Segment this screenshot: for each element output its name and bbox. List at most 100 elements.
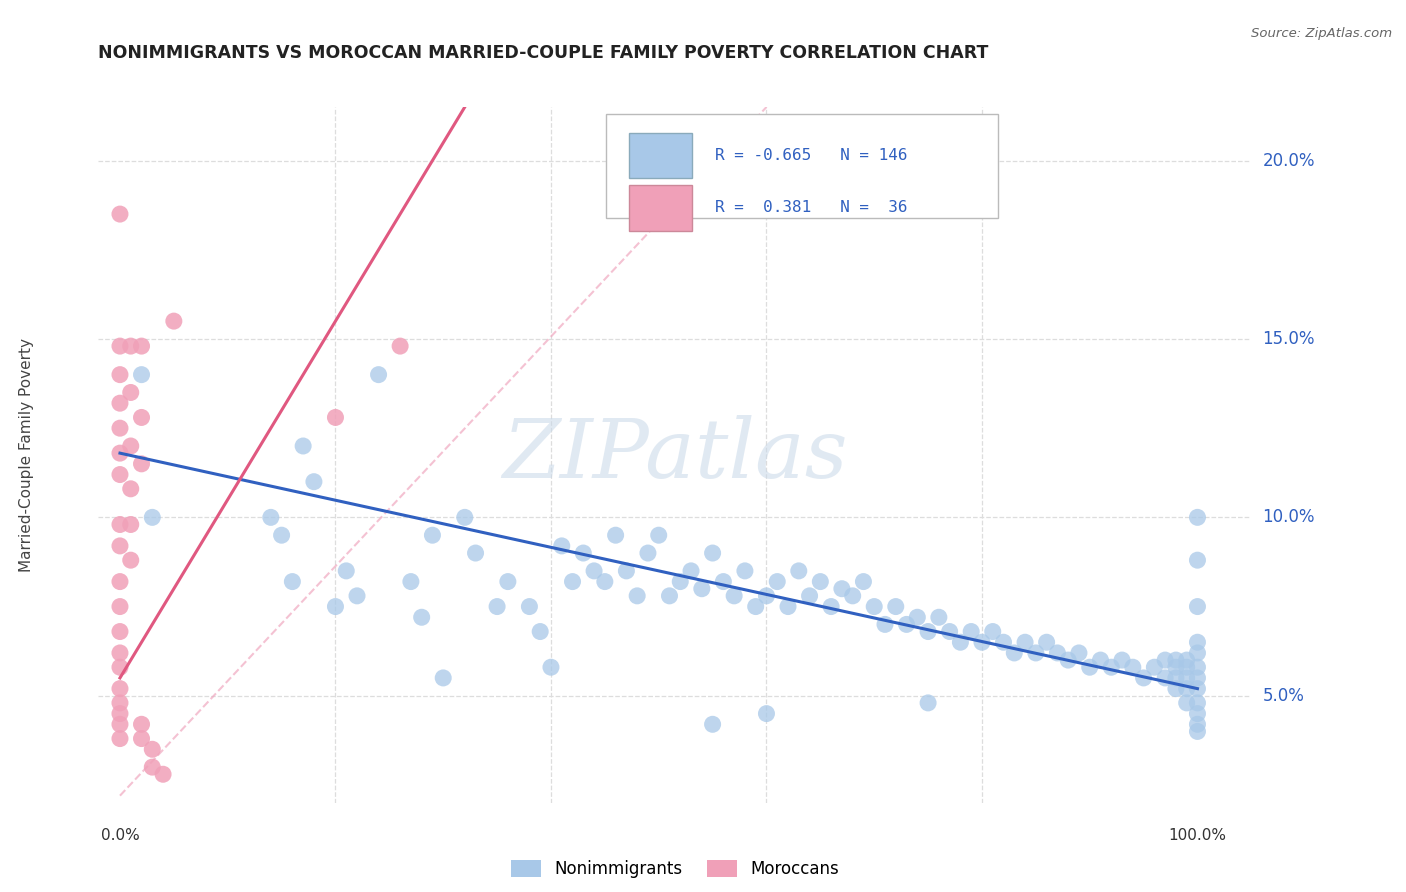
- Point: [292, 439, 315, 453]
- Point: [108, 421, 131, 435]
- Point: [960, 624, 983, 639]
- Point: [690, 582, 713, 596]
- Point: [519, 599, 541, 614]
- Point: [120, 385, 142, 400]
- Point: [108, 539, 131, 553]
- Point: [711, 574, 734, 589]
- Point: [1057, 653, 1080, 667]
- Point: [411, 610, 433, 624]
- Point: [905, 610, 928, 624]
- Point: [120, 482, 142, 496]
- Point: [486, 599, 509, 614]
- Point: [1187, 510, 1209, 524]
- Point: [702, 546, 724, 560]
- Point: [896, 617, 918, 632]
- Point: [637, 546, 659, 560]
- Point: [873, 617, 896, 632]
- Point: [1187, 660, 1209, 674]
- Point: [1164, 671, 1187, 685]
- Point: [120, 339, 142, 353]
- Point: [335, 564, 357, 578]
- Point: [734, 564, 756, 578]
- Point: [1164, 653, 1187, 667]
- Point: [702, 717, 724, 731]
- Point: [281, 574, 304, 589]
- Point: [917, 696, 939, 710]
- Point: [108, 207, 131, 221]
- Point: [776, 599, 799, 614]
- Point: [120, 517, 142, 532]
- Point: [325, 599, 347, 614]
- Point: [131, 457, 153, 471]
- Point: [108, 646, 131, 660]
- Point: [120, 439, 142, 453]
- FancyBboxPatch shape: [628, 133, 692, 178]
- Point: [1154, 671, 1177, 685]
- Point: [551, 539, 574, 553]
- Point: [593, 574, 616, 589]
- Point: [108, 731, 131, 746]
- Point: [1164, 660, 1187, 674]
- Point: [141, 510, 163, 524]
- Point: [454, 510, 477, 524]
- Point: [399, 574, 422, 589]
- Point: [841, 589, 863, 603]
- Point: [616, 564, 638, 578]
- Point: [1175, 696, 1198, 710]
- Point: [464, 546, 486, 560]
- Text: Source: ZipAtlas.com: Source: ZipAtlas.com: [1251, 27, 1392, 40]
- Point: [831, 582, 853, 596]
- Point: [863, 599, 886, 614]
- Point: [108, 467, 131, 482]
- Text: ZIPatlas: ZIPatlas: [502, 415, 848, 495]
- Point: [669, 574, 692, 589]
- Point: [120, 553, 142, 567]
- Point: [981, 624, 1004, 639]
- Point: [389, 339, 412, 353]
- Point: [938, 624, 960, 639]
- Point: [626, 589, 648, 603]
- Point: [141, 742, 163, 756]
- Point: [108, 696, 131, 710]
- Point: [529, 624, 551, 639]
- Point: [163, 314, 186, 328]
- Point: [131, 717, 153, 731]
- Point: [1078, 660, 1101, 674]
- Point: [1187, 681, 1209, 696]
- Point: [422, 528, 444, 542]
- Text: 100.0%: 100.0%: [1168, 828, 1226, 843]
- Point: [141, 760, 163, 774]
- Point: [799, 589, 821, 603]
- Text: R =  0.381   N =  36: R = 0.381 N = 36: [716, 201, 908, 216]
- Point: [755, 706, 778, 721]
- Point: [1143, 660, 1166, 674]
- Point: [605, 528, 627, 542]
- Point: [108, 624, 131, 639]
- Point: [1164, 681, 1187, 696]
- Point: [260, 510, 283, 524]
- Point: [808, 574, 831, 589]
- Point: [108, 681, 131, 696]
- Text: 5.0%: 5.0%: [1263, 687, 1305, 705]
- Point: [1067, 646, 1090, 660]
- Point: [766, 574, 789, 589]
- Point: [928, 610, 950, 624]
- Point: [884, 599, 907, 614]
- FancyBboxPatch shape: [628, 186, 692, 230]
- Point: [572, 546, 595, 560]
- Point: [1175, 660, 1198, 674]
- Point: [1046, 646, 1069, 660]
- Point: [583, 564, 606, 578]
- Point: [108, 339, 131, 353]
- Point: [993, 635, 1015, 649]
- Point: [1025, 646, 1047, 660]
- Point: [367, 368, 389, 382]
- Point: [1014, 635, 1036, 649]
- Point: [108, 446, 131, 460]
- Point: [108, 599, 131, 614]
- Point: [1187, 696, 1209, 710]
- Point: [108, 368, 131, 382]
- Point: [679, 564, 702, 578]
- Text: 0.0%: 0.0%: [101, 828, 139, 843]
- Point: [496, 574, 519, 589]
